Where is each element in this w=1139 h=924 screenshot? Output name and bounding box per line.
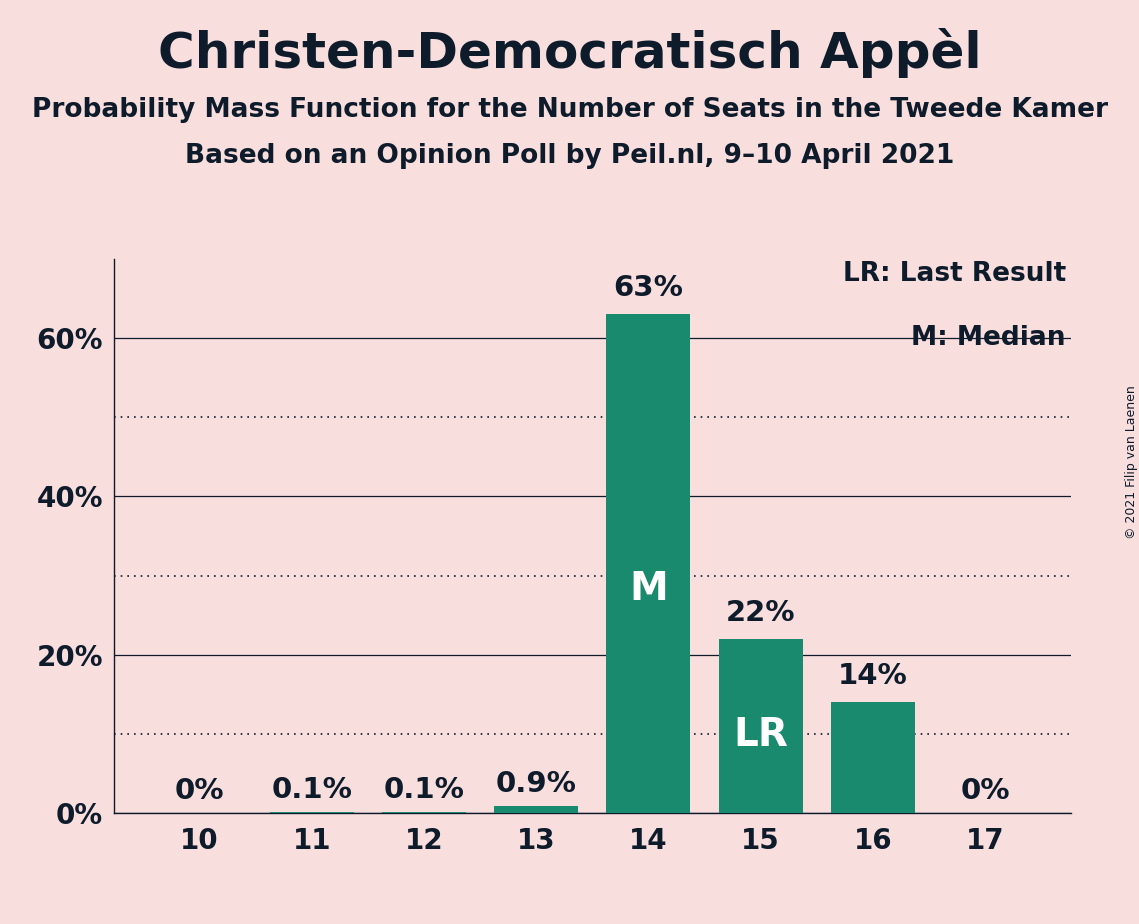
Text: Probability Mass Function for the Number of Seats in the Tweede Kamer: Probability Mass Function for the Number… [32,97,1107,123]
Text: 14%: 14% [838,663,908,690]
Bar [719,638,803,813]
Bar [606,314,690,813]
Text: 22%: 22% [726,599,795,627]
Text: 0.9%: 0.9% [495,770,576,798]
Text: Based on an Opinion Poll by Peil.nl, 9–10 April 2021: Based on an Opinion Poll by Peil.nl, 9–1… [185,143,954,169]
Text: M: M [629,569,667,608]
Text: Christen-Democratisch Appèl: Christen-Democratisch Appèl [157,28,982,78]
Text: 0.1%: 0.1% [271,776,352,805]
Text: M: Median: M: Median [911,325,1066,351]
Bar [494,806,579,813]
Text: © 2021 Filip van Laenen: © 2021 Filip van Laenen [1124,385,1138,539]
Text: LR: Last Result: LR: Last Result [843,261,1066,287]
Text: LR: LR [734,716,788,754]
Text: 0%: 0% [960,777,1010,805]
Text: 63%: 63% [614,274,683,302]
Text: 0.1%: 0.1% [384,776,465,805]
Text: 0%: 0% [174,777,224,805]
Bar [830,702,915,813]
